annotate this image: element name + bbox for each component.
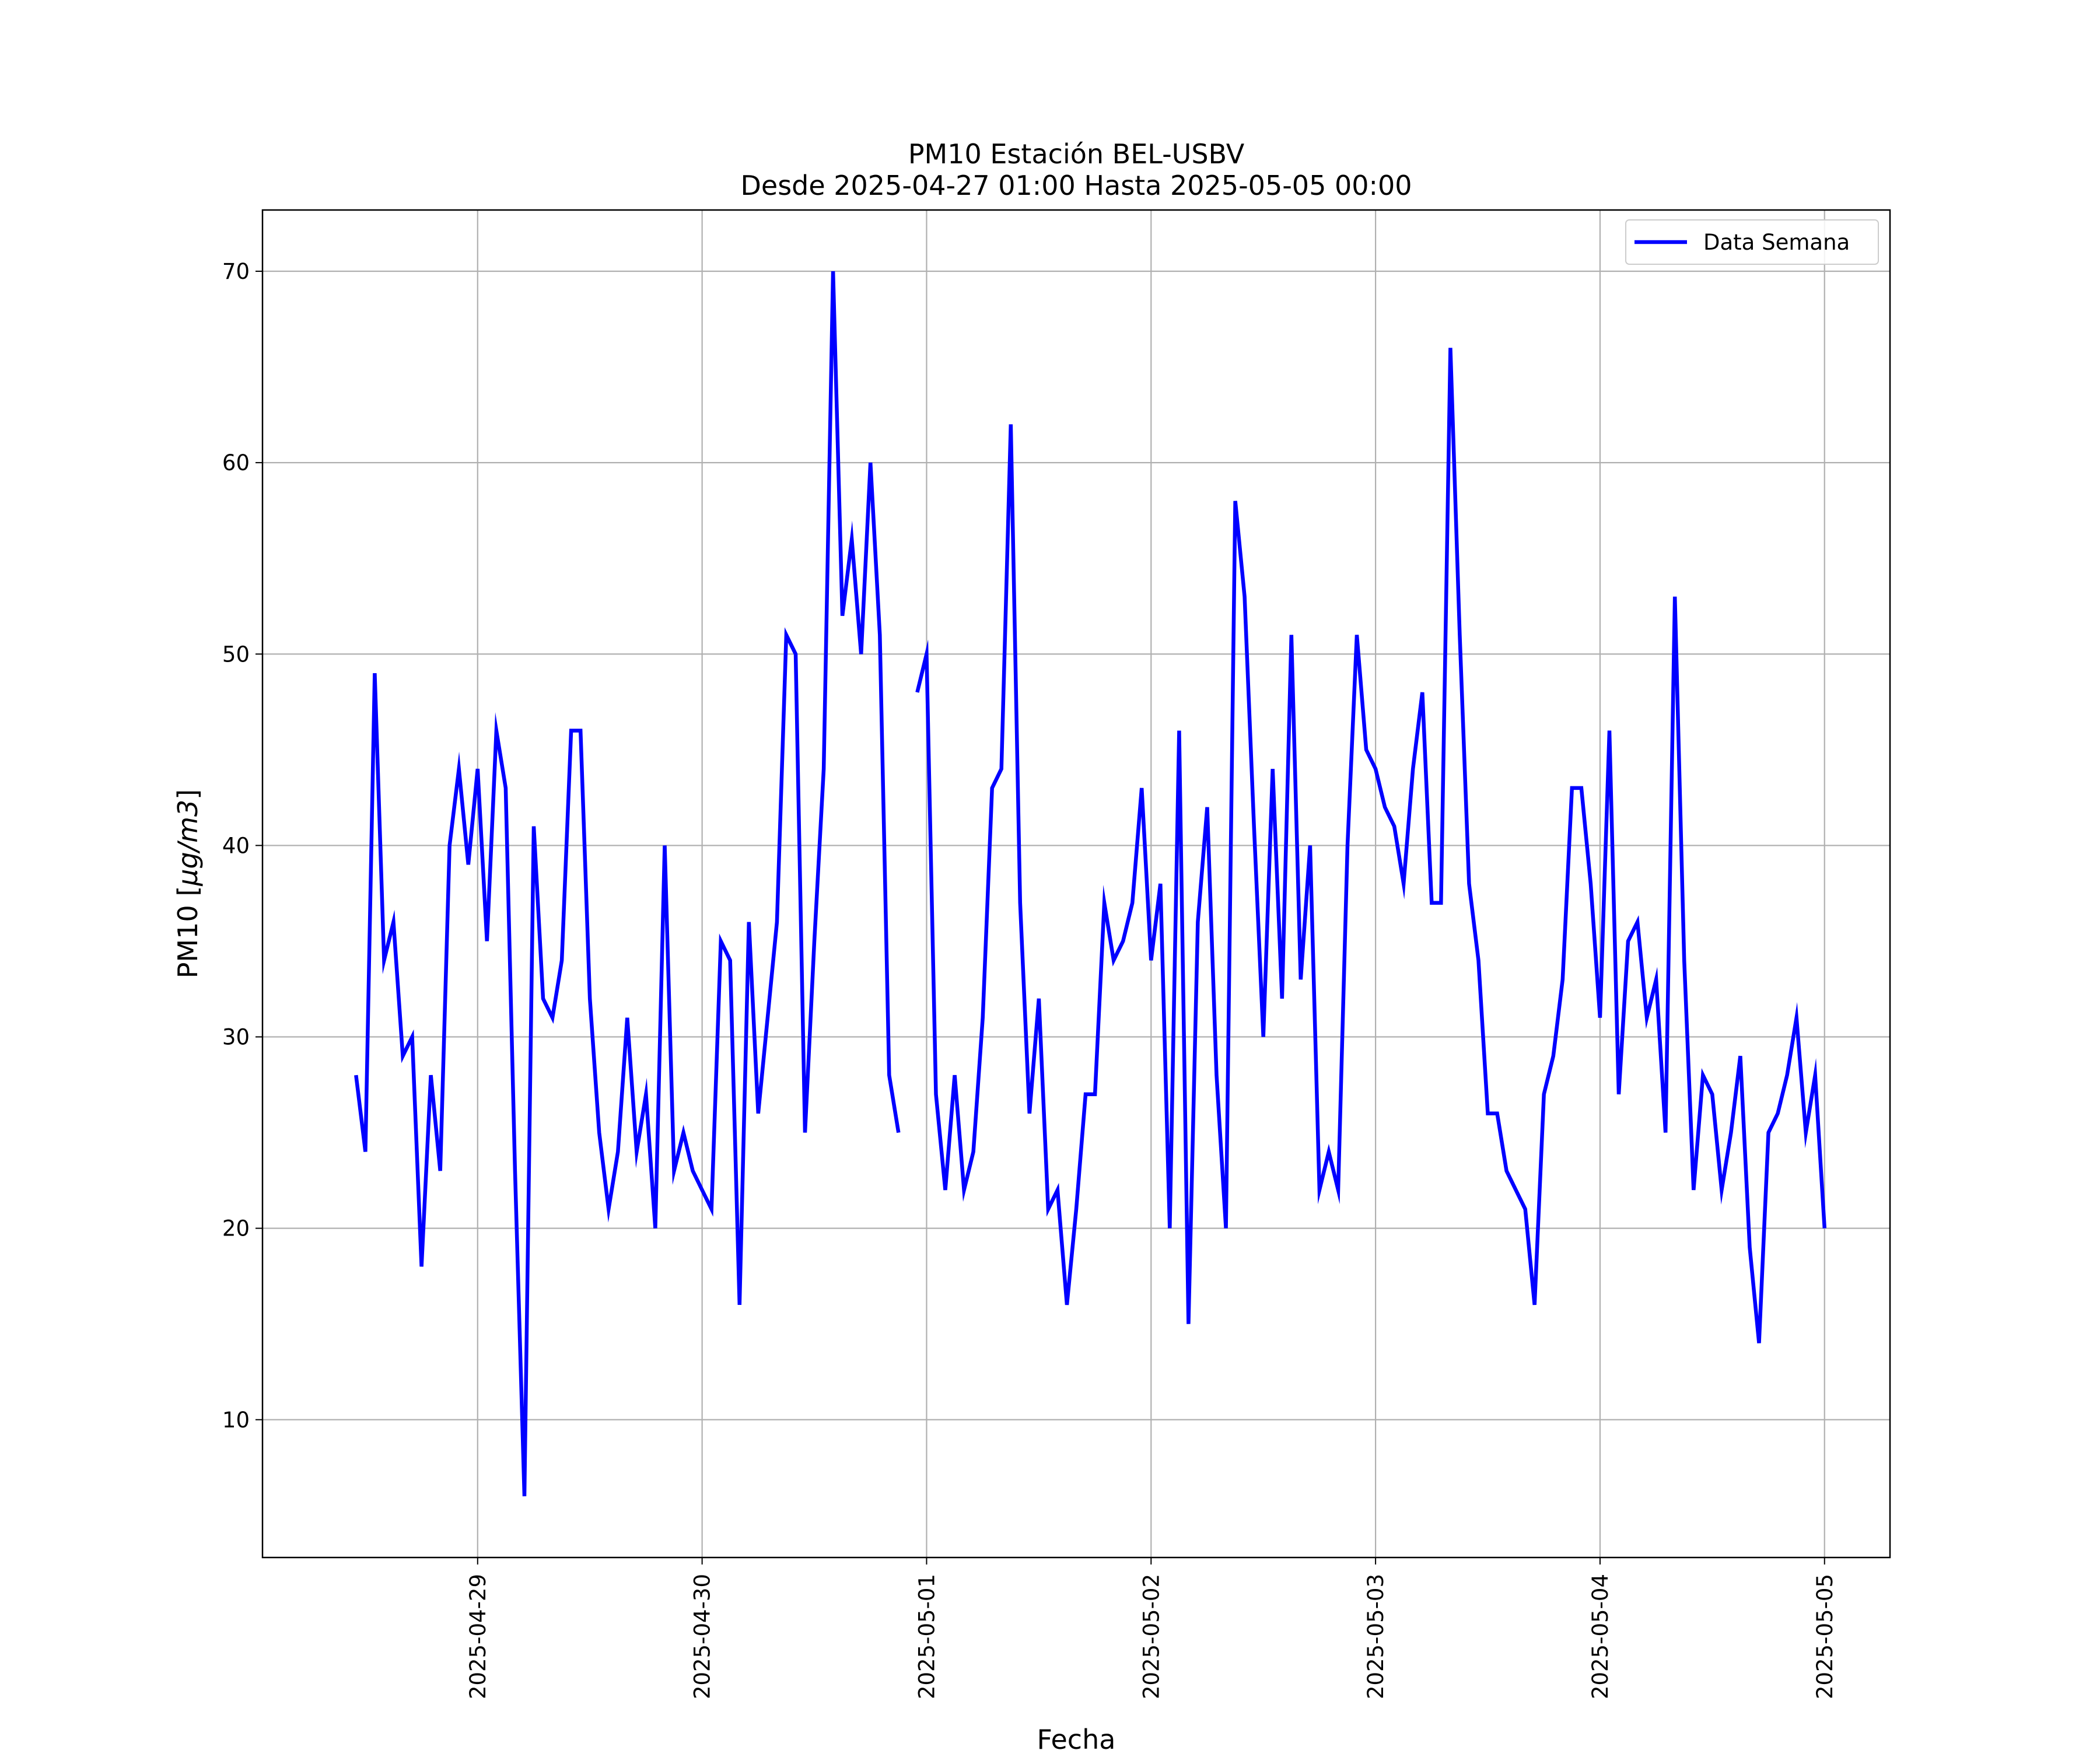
- y-tick-label: 10: [222, 1408, 250, 1433]
- y-tick-label: 40: [222, 833, 250, 858]
- x-axis-label: Fecha: [1037, 1724, 1116, 1750]
- legend-box: [1625, 219, 1879, 265]
- y-tick-label: 20: [222, 1216, 250, 1241]
- y-axis-label-prefix: PM10 [: [172, 886, 204, 979]
- y-axis-label-suffix: ]: [172, 789, 204, 800]
- y-tick-label: 50: [222, 642, 250, 667]
- grid-lines: [262, 210, 1890, 1558]
- series-line-segment-2: [915, 348, 1827, 1343]
- x-tick-label: 2025-04-29: [466, 1574, 491, 1699]
- chart-subtitle: Desde 2025-04-27 01:00 Hasta 2025-05-05 …: [740, 170, 1412, 201]
- y-tick-label: 60: [222, 450, 250, 475]
- y-axis-label-unit: μg/m3: [172, 800, 204, 887]
- x-tick-label: 2025-05-01: [914, 1574, 939, 1699]
- x-axis-ticks: 2025-04-29 2025-04-30 2025-05-01 2025-05-02…: [466, 1558, 1838, 1699]
- y-axis-ticks: 10 20 30 40 50 60 70: [222, 259, 262, 1433]
- plot-frame: [261, 209, 1891, 1559]
- series-data-semana: [354, 271, 1827, 1497]
- x-tick-label: 2025-04-30: [690, 1574, 715, 1699]
- x-tick-label: 2025-05-04: [1588, 1574, 1613, 1699]
- legend: Data Semana: [1625, 219, 1879, 265]
- chart-title: PM10 Estación BEL-USBV: [908, 138, 1245, 170]
- y-tick-label: 70: [222, 259, 250, 284]
- x-tick-label: 2025-05-05: [1812, 1574, 1838, 1699]
- x-tick-label: 2025-05-02: [1139, 1574, 1164, 1699]
- series-line-segment-1: [354, 271, 901, 1497]
- x-tick-label: 2025-05-03: [1363, 1574, 1388, 1699]
- legend-entry-data-semana: Data Semana: [1703, 230, 1850, 255]
- y-axis-label: PM10 [μg/m3]: [172, 789, 204, 979]
- y-tick-label: 30: [222, 1025, 250, 1050]
